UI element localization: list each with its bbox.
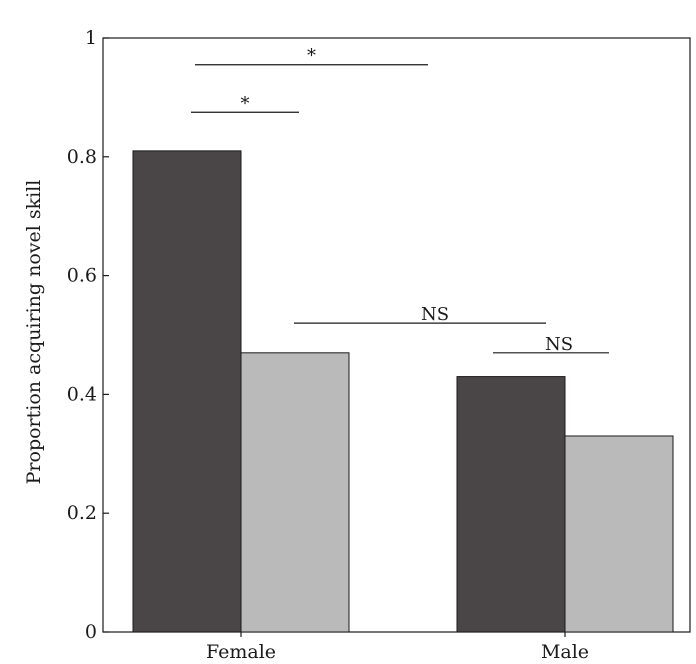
y-tick-label: 0.2 [67,502,97,524]
bars [132,150,674,633]
y-tick-label: 0.6 [67,265,97,287]
bar [456,376,566,633]
y-tick-label: 0.4 [67,383,97,405]
y-tick-label: 0.8 [67,146,97,168]
bar [564,435,674,633]
axes: 0 0.2 0.4 0.6 0.8 1 Female Male [67,27,691,663]
bar [132,150,242,633]
bar [240,352,350,633]
y-tick-label: 1 [85,27,97,49]
significance-label: NS [421,304,449,325]
significance-label: NS [545,334,573,355]
significance-annotations: * * NS NS [191,46,609,355]
significance-label: * [241,93,250,114]
plot-frame [102,37,691,633]
significance-label: * [307,46,316,67]
y-tick-label: 0 [85,621,97,643]
y-axis-label: Proportion acquiring novel skill [23,180,45,485]
x-tick-label: Male [541,641,589,663]
x-tick-label: Female [206,641,276,663]
